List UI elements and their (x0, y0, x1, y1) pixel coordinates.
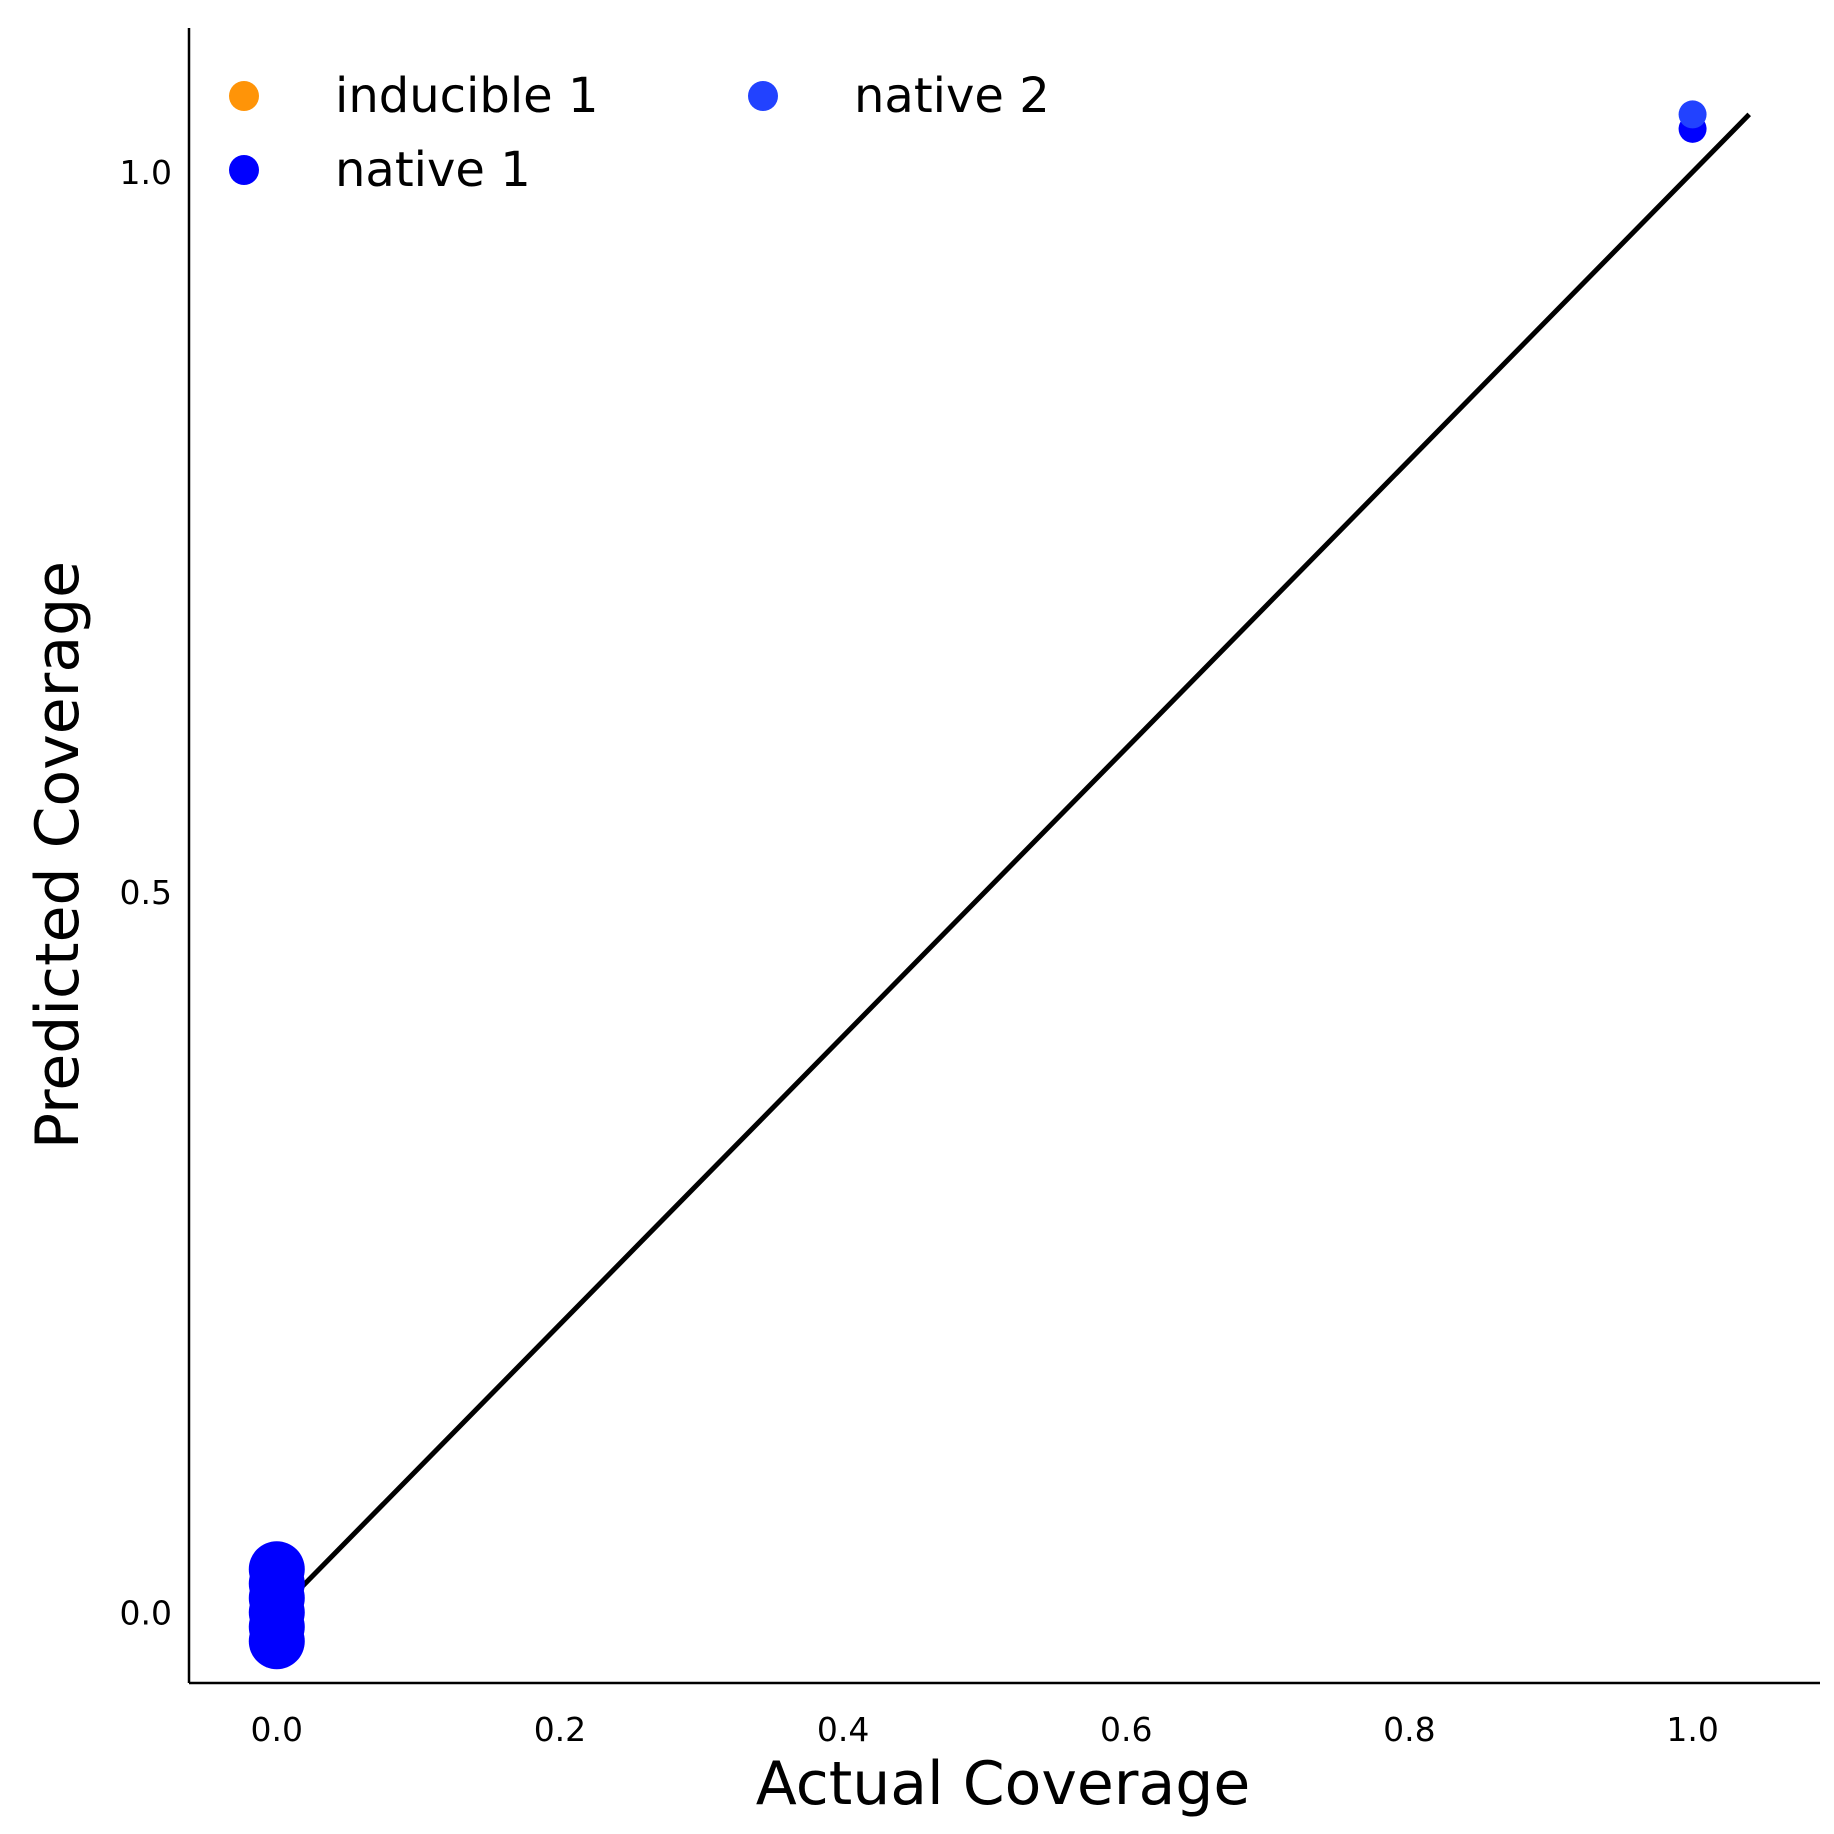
y-tick-label: 0.0 (120, 1593, 172, 1632)
axes (187, 28, 1820, 1685)
legend-label-native-1: native 1 (335, 142, 531, 198)
x-axis-label: Actual Coverage (756, 1749, 1251, 1819)
legend: inducible 1 native 1 native 2 (229, 68, 1050, 198)
legend-marker-inducible-1 (229, 81, 259, 111)
y-tick-labels: 0.0 0.5 1.0 (120, 153, 172, 1632)
point-native-1-5 (248, 1541, 305, 1598)
y-tick-label: 1.0 (120, 153, 172, 192)
x-tick-label: 0.6 (1100, 1710, 1152, 1749)
legend-label-native-2: native 2 (854, 68, 1050, 124)
legend-label-inducible-1: inducible 1 (335, 68, 599, 124)
reference-line (274, 112, 1751, 1615)
x-tick-label: 0.4 (817, 1710, 869, 1749)
x-tick-labels: 0.0 0.2 0.4 0.6 0.8 1.0 (251, 1710, 1719, 1749)
x-tick-label: 1.0 (1666, 1710, 1718, 1749)
reference-line-layer (274, 112, 1751, 1615)
y-axis-label: Predicted Coverage (23, 561, 93, 1149)
x-tick-label: 0.2 (534, 1710, 586, 1749)
x-tick-label: 0.0 (251, 1710, 303, 1749)
x-tick-label: 0.8 (1383, 1710, 1435, 1749)
points-layer (248, 100, 1707, 1670)
point-native-2-0 (1678, 100, 1707, 129)
legend-marker-native-1 (229, 155, 259, 185)
legend-marker-native-2 (748, 81, 778, 111)
y-tick-label: 0.5 (120, 873, 172, 912)
